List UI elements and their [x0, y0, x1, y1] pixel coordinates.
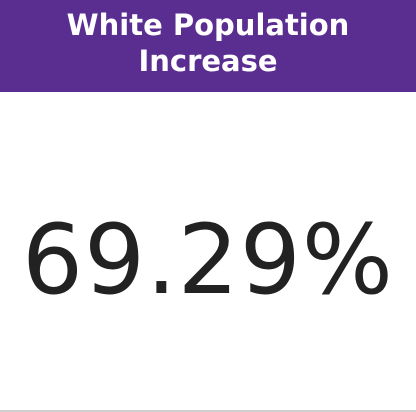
card-title-line-1: White Population — [66, 8, 350, 42]
bottom-divider — [0, 410, 416, 412]
card-title-line-2: Increase — [138, 44, 278, 78]
card-header: White Population Increase — [0, 0, 416, 92]
kpi-value: 69.29% — [21, 204, 395, 316]
